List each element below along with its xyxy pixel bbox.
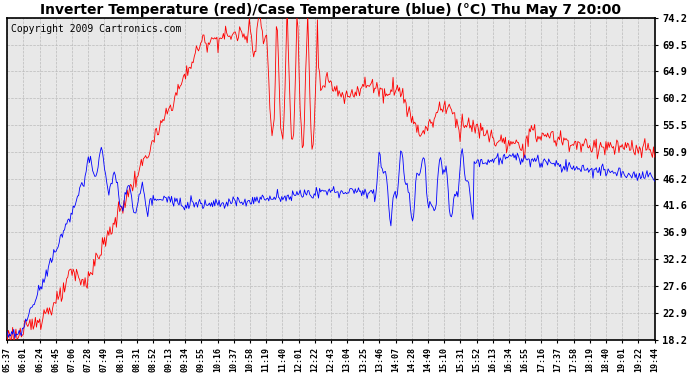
Text: Copyright 2009 Cartronics.com: Copyright 2009 Cartronics.com: [10, 24, 181, 34]
Title: Inverter Temperature (red)/Case Temperature (blue) (°C) Thu May 7 20:00: Inverter Temperature (red)/Case Temperat…: [41, 3, 622, 17]
